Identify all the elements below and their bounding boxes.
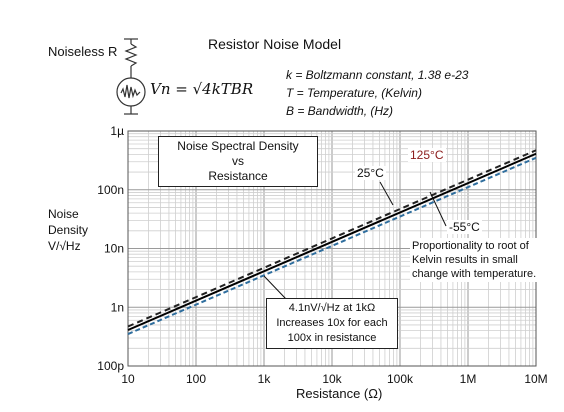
y-tick-label: 100p [97, 359, 124, 373]
proportionality-note-line: Kelvin results in small [412, 254, 518, 266]
reference-line: 100x in resistance [287, 332, 377, 344]
y-axis-label-line: V/√Hz [48, 239, 81, 253]
proportionality-note-line: change with temperature. [412, 268, 537, 280]
y-tick-label: 1µ [110, 124, 124, 138]
definition-temperature: T = Temperature, (Kelvin) [286, 86, 422, 100]
x-tick-label: 100k [387, 372, 414, 386]
y-axis-label-line: Noise [48, 207, 79, 221]
y-tick-label: 10n [104, 242, 124, 256]
x-tick-label: 10k [322, 372, 342, 386]
proportionality-note: Proportionality to root of Kelvin result… [410, 238, 539, 282]
definition-boltzmann: k = Boltzmann constant, 1.38 e-23 [286, 68, 469, 82]
chart-title-line: Resistance [208, 169, 268, 183]
reference-line: Increases 10x for each [276, 317, 388, 329]
chart-title-box: Noise Spectral Density vs Resistance [158, 136, 318, 187]
leader-25c [379, 181, 394, 206]
resistor-symbol [124, 38, 138, 78]
x-tick-label: 1k [258, 372, 272, 386]
definition-bandwidth: B = Bandwidth, (Hz) [286, 104, 394, 118]
resistor-schematic [116, 38, 146, 115]
series-label-25c: 25°C [355, 166, 386, 180]
y-axis-label: Noise Density V/√Hz [48, 206, 98, 254]
y-tick-label: 100n [97, 183, 124, 197]
leader-reference [263, 275, 287, 300]
x-tick-label: 10 [121, 372, 135, 386]
proportionality-note-line: Proportionality to root of [412, 240, 529, 252]
series-line-25c [127, 152, 537, 331]
x-axis-label: Resistance (Ω) [296, 386, 383, 401]
constant-definitions: k = Boltzmann constant, 1.38 e-23 T = Te… [286, 66, 468, 120]
series-line-55c [127, 156, 537, 335]
x-tick-label: 1M [460, 372, 477, 386]
chart-title-line: Noise Spectral Density [177, 139, 299, 153]
noise-formula: Vn = √4kTBR [150, 80, 254, 98]
model-title: Resistor Noise Model [208, 36, 342, 52]
x-tick-label: 10M [524, 372, 547, 386]
noise-source-icon [116, 77, 146, 115]
y-tick-label: 1n [111, 300, 124, 314]
chart-title-line: vs [232, 154, 244, 168]
y-axis-label-line: Density [48, 223, 89, 237]
x-tick-label: 100 [186, 372, 206, 386]
resistor-label: Noiseless R [48, 44, 118, 59]
series-label-125c: 125°C [408, 148, 446, 162]
reference-line: 4.1nV/√Hz at 1kΩ [288, 302, 376, 314]
series-label-minus55c: -55°C [447, 220, 482, 234]
series-line-125c [127, 149, 537, 328]
leader-minus55c [429, 191, 447, 227]
reference-box: 4.1nV/√Hz at 1kΩ Increases 10x for each … [266, 298, 398, 349]
